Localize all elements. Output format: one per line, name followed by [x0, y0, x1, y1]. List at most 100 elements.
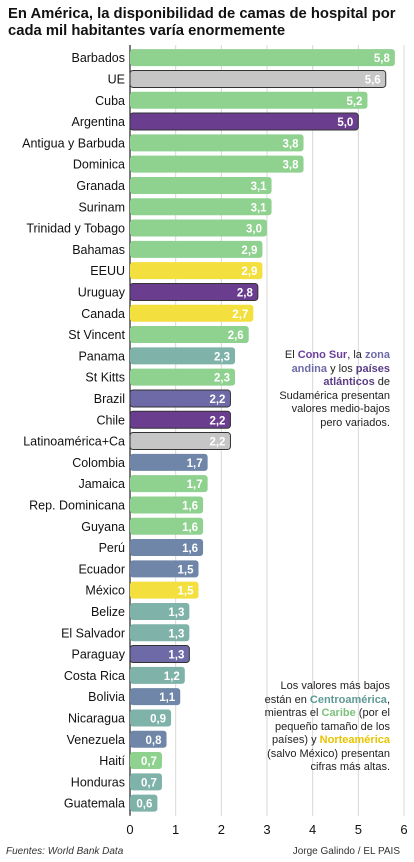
data-label: 0,7 — [141, 756, 157, 768]
category-label: Latinoamérica+Ca — [23, 435, 125, 449]
data-label: 2,2 — [209, 437, 225, 449]
bar — [130, 666, 185, 684]
bar — [130, 453, 208, 471]
source-note: Fuentes: World Bank Data — [6, 846, 124, 857]
category-label: Honduras — [71, 775, 125, 789]
data-label: 2,2 — [209, 415, 225, 427]
bar — [130, 49, 395, 67]
data-label: 5,6 — [365, 74, 381, 86]
data-label: 1,6 — [182, 522, 198, 534]
bar — [130, 91, 368, 109]
x-tick-label: 3 — [263, 822, 270, 837]
category-label: Trinidad y Tobago — [26, 222, 125, 236]
data-label: 1,1 — [159, 692, 176, 704]
bar — [130, 752, 162, 770]
category-label: Nicaragua — [68, 711, 125, 725]
bars: Barbados 5,8 UE 5,6 Cuba 5,2 Argentina 5,0 Antig… — [22, 49, 395, 812]
data-label: 3,1 — [251, 181, 268, 193]
category-label: México — [85, 584, 125, 598]
data-label: 1,3 — [168, 607, 184, 619]
category-label: Jamaica — [78, 477, 125, 491]
data-label: 0,7 — [141, 777, 157, 789]
data-label: 5,8 — [374, 53, 391, 65]
category-label: Chile — [97, 413, 126, 427]
category-label: Panama — [78, 349, 125, 363]
bar — [130, 496, 204, 514]
data-label: 1,2 — [164, 671, 180, 683]
category-label: Canada — [81, 307, 125, 321]
category-label: Bahamas — [72, 243, 125, 257]
x-tick-label: 6 — [400, 822, 407, 837]
category-label: Costa Rica — [64, 669, 125, 683]
data-label: 5,2 — [346, 96, 362, 108]
data-label: 2,7 — [232, 309, 248, 321]
category-label: Bolivia — [88, 690, 125, 704]
bar — [129, 112, 359, 131]
category-label: Perú — [99, 541, 125, 555]
category-label: Uruguay — [78, 285, 126, 299]
bar — [129, 410, 231, 429]
gridlines — [129, 45, 405, 816]
data-label: 1,5 — [178, 586, 195, 598]
category-label: Ecuador — [78, 562, 125, 576]
data-label: 3,1 — [251, 202, 268, 214]
bar — [130, 539, 204, 557]
bar — [130, 730, 167, 748]
category-label: Barbados — [71, 51, 125, 65]
data-label: 2,3 — [214, 373, 230, 385]
bar — [130, 155, 304, 173]
annotation-south-america: El Cono Sur, la zona andina y los países… — [279, 349, 390, 429]
category-label: Haití — [99, 754, 125, 768]
bar — [130, 176, 272, 194]
x-tick-label: 1 — [172, 822, 179, 837]
bar — [130, 688, 181, 706]
category-label: Cuba — [95, 94, 125, 108]
data-label: 2,2 — [209, 394, 225, 406]
data-label: 0,9 — [150, 713, 166, 725]
bar — [130, 773, 162, 791]
bar — [130, 475, 208, 493]
category-label: Venezuela — [67, 733, 125, 747]
bar — [130, 240, 263, 258]
data-label: 2,9 — [241, 266, 257, 278]
category-label: Surinam — [78, 200, 125, 214]
data-label: 2,6 — [228, 330, 244, 342]
x-tick-label: 0 — [126, 822, 133, 837]
data-label: 5,0 — [337, 117, 353, 129]
bar — [130, 624, 190, 642]
bar — [130, 368, 236, 386]
category-label: EEUU — [90, 264, 125, 278]
x-tick-label: 2 — [218, 822, 225, 837]
x-tick-label: 5 — [355, 822, 362, 837]
bar — [130, 347, 236, 365]
bar — [130, 198, 272, 216]
bar — [129, 432, 231, 451]
annotation-central-caribbean: Los valores más bajos están en Centroamé… — [264, 680, 390, 773]
category-label: St Vincent — [68, 328, 125, 342]
bar — [130, 262, 263, 280]
bar — [130, 709, 172, 727]
category-label: Brazil — [94, 392, 125, 406]
bar — [130, 304, 254, 322]
category-label: St Kitts — [85, 371, 125, 385]
category-label: Granada — [76, 179, 125, 193]
category-label: Colombia — [72, 456, 125, 470]
bar — [130, 602, 190, 620]
data-label: 2,8 — [237, 287, 254, 299]
data-label: 0,6 — [136, 799, 152, 811]
x-axis-ticks: 0 1 2 3 4 5 6 — [126, 822, 407, 837]
data-label: 0,8 — [146, 735, 163, 747]
bar — [129, 282, 259, 301]
bar — [130, 581, 199, 599]
bar — [130, 326, 249, 344]
data-label: 3,0 — [246, 224, 262, 236]
data-label: 1,7 — [187, 458, 203, 470]
chart-title: En América, la disponibilidad de camas d… — [8, 6, 396, 39]
bar — [129, 389, 231, 408]
bar — [129, 69, 387, 88]
category-label: Rep. Dominicana — [29, 498, 125, 512]
bar — [130, 794, 158, 812]
author-credit: Jorge Galindo / EL PAIS — [292, 846, 400, 857]
data-label: 2,9 — [241, 245, 257, 257]
